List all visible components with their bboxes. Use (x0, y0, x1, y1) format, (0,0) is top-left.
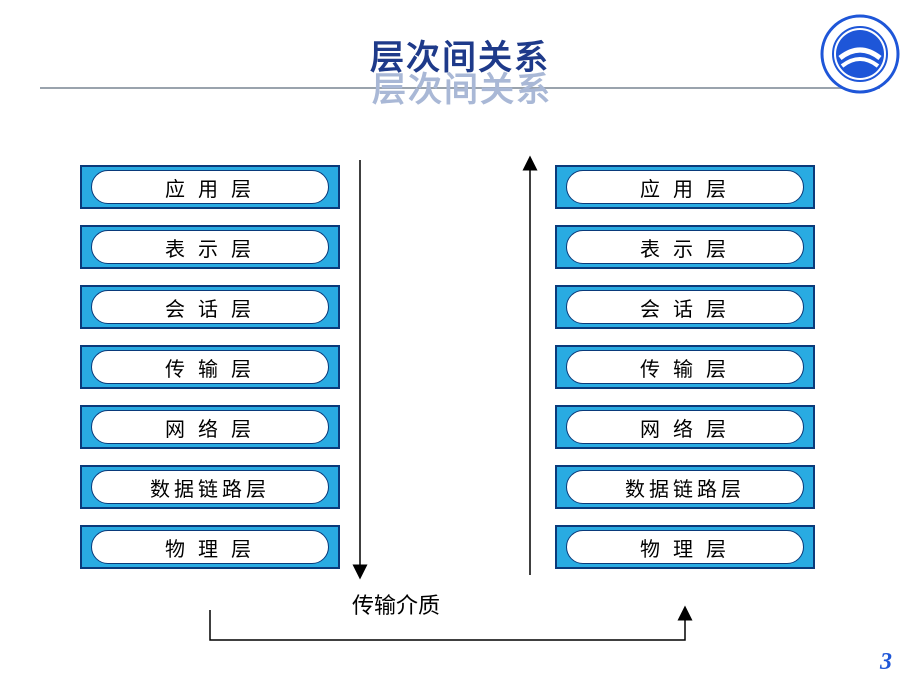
layer-label: 会 话 层 (91, 290, 329, 324)
layer-label: 网 络 层 (566, 410, 804, 444)
right-osi-stack: 应 用 层表 示 层会 话 层传 输 层网 络 层数据链路层物 理 层 (555, 165, 815, 585)
header: 层次间关系 层次间关系 (0, 0, 920, 100)
layer-label: 应 用 层 (566, 170, 804, 204)
layer-box: 传 输 层 (80, 345, 340, 389)
layer-box: 表 示 层 (555, 225, 815, 269)
layer-box: 数据链路层 (80, 465, 340, 509)
left-osi-stack: 应 用 层表 示 层会 话 层传 输 层网 络 层数据链路层物 理 层 (80, 165, 340, 585)
layer-label: 传 输 层 (91, 350, 329, 384)
layer-label: 物 理 层 (566, 530, 804, 564)
layer-box: 物 理 层 (555, 525, 815, 569)
layer-label: 网 络 层 (91, 410, 329, 444)
layer-label: 数据链路层 (91, 470, 329, 504)
layer-label: 表 示 层 (91, 230, 329, 264)
layer-box: 数据链路层 (555, 465, 815, 509)
layer-label: 表 示 层 (566, 230, 804, 264)
layer-box: 应 用 层 (555, 165, 815, 209)
page-title: 层次间关系 (0, 0, 920, 79)
layer-box: 会 话 层 (80, 285, 340, 329)
layer-label: 应 用 层 (91, 170, 329, 204)
layer-label: 物 理 层 (91, 530, 329, 564)
layer-box: 会 话 层 (555, 285, 815, 329)
layer-box: 表 示 层 (80, 225, 340, 269)
layer-box: 应 用 层 (80, 165, 340, 209)
transmission-medium-label: 传输介质 (352, 588, 440, 620)
layer-box: 传 输 层 (555, 345, 815, 389)
layer-label: 传 输 层 (566, 350, 804, 384)
layer-box: 网 络 层 (80, 405, 340, 449)
layer-box: 物 理 层 (80, 525, 340, 569)
page-number: 3 (880, 649, 892, 676)
layer-box: 网 络 层 (555, 405, 815, 449)
layer-label: 数据链路层 (566, 470, 804, 504)
layer-label: 会 话 层 (566, 290, 804, 324)
